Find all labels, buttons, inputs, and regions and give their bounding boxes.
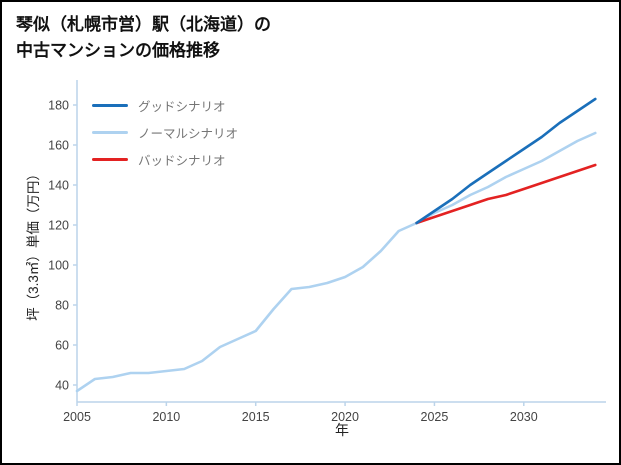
- x-axis-label: 年: [335, 422, 349, 438]
- x-tick-label: 2010: [152, 410, 180, 424]
- legend-label-good: グッドシナリオ: [138, 99, 226, 114]
- y-tick-label: 60: [55, 339, 69, 353]
- normal-scenario-line-swatch: [92, 130, 128, 134]
- x-tick-label: 2015: [242, 410, 270, 424]
- legend-label-bad: バッドシナリオ: [138, 153, 226, 168]
- legend-label-normal: ノーマルシナリオ: [138, 126, 239, 141]
- x-tick-label: 2030: [510, 410, 538, 424]
- history-line: [75, 221, 418, 393]
- y-axis-label: 坪（3.3㎡）単価（万円）: [26, 167, 41, 321]
- x-tick-label: 2025: [421, 410, 449, 424]
- bad-scenario-line: [415, 163, 597, 225]
- y-tick-label: 120: [48, 219, 69, 233]
- x-tick-label: 2020: [331, 410, 359, 424]
- chart-title: 琴似（札幌市営）駅（北海道）の 中古マンションの価格推移: [16, 12, 271, 65]
- good-scenario-line: [415, 97, 597, 225]
- y-tick-label: 160: [48, 139, 69, 153]
- legend-item-good: グッドシナリオ: [92, 96, 238, 114]
- normal-scenario-line: [415, 131, 597, 225]
- bad-scenario-line-swatch: [92, 157, 128, 161]
- legend-item-normal: ノーマルシナリオ: [92, 123, 238, 141]
- y-tick-label: 140: [48, 179, 69, 193]
- good-scenario-line-swatch: [92, 103, 128, 107]
- y-tick-label: 100: [48, 259, 69, 273]
- legend-item-bad: バッドシナリオ: [92, 150, 238, 168]
- legend: グッドシナリオ ノーマルシナリオ バッドシナリオ: [92, 96, 238, 168]
- y-tick-label: 80: [55, 299, 69, 313]
- chart-title-line2: 中古マンションの価格推移: [16, 41, 220, 61]
- y-tick-label: 180: [48, 99, 69, 113]
- x-tick-label: 2005: [63, 410, 91, 424]
- chart-title-line1: 琴似（札幌市営）駅（北海道）の: [16, 15, 271, 34]
- y-tick-label: 40: [55, 379, 69, 393]
